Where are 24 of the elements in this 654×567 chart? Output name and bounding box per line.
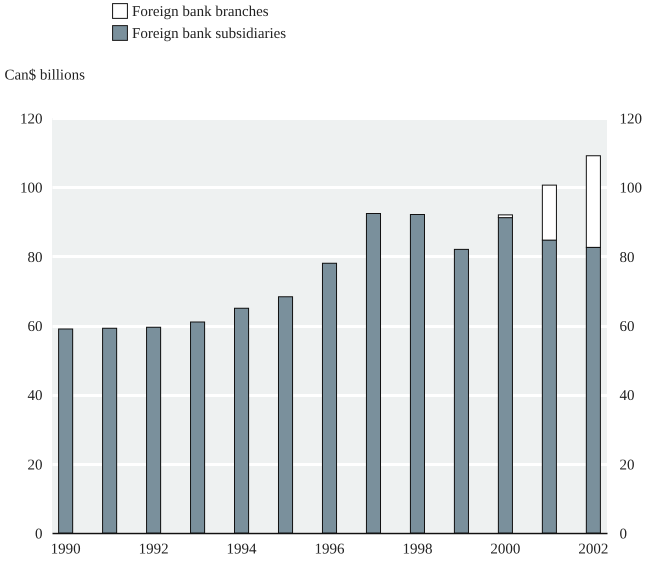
y-tick-label: 60	[28, 319, 42, 335]
y-tick-label: 80	[28, 250, 42, 266]
x-tick-label: 1992	[138, 542, 169, 558]
y-tick-label: 120	[20, 112, 42, 128]
x-tick-label: 1998	[402, 542, 432, 558]
y-tick-label: 40	[28, 388, 42, 404]
y-tick-label: 20	[28, 457, 42, 474]
y2-tick-label: 100	[620, 180, 642, 197]
x-tick-label: 2000	[490, 542, 520, 558]
legend-label: Foreign bank subsidiaries	[132, 26, 286, 42]
x-tick-label: 1990	[50, 542, 81, 558]
y2-tick-label: 120	[620, 112, 642, 128]
y-tick-label: 0	[35, 526, 42, 542]
y2-tick-label: 40	[620, 388, 634, 404]
y2-tick-label: 80	[620, 250, 634, 266]
x-tick-label: 1996	[314, 542, 345, 558]
y-tick-label: 100	[20, 180, 42, 197]
y2-tick-label: 0	[620, 526, 627, 542]
x-tick-label: 1994	[226, 542, 258, 558]
y-axis-title: Can$ billions	[4, 68, 86, 84]
y2-tick-label: 20	[620, 457, 634, 474]
legend-label: Foreign bank branches	[132, 4, 269, 20]
x-tick-label: 2002	[578, 542, 608, 558]
y2-tick-label: 60	[620, 319, 634, 335]
